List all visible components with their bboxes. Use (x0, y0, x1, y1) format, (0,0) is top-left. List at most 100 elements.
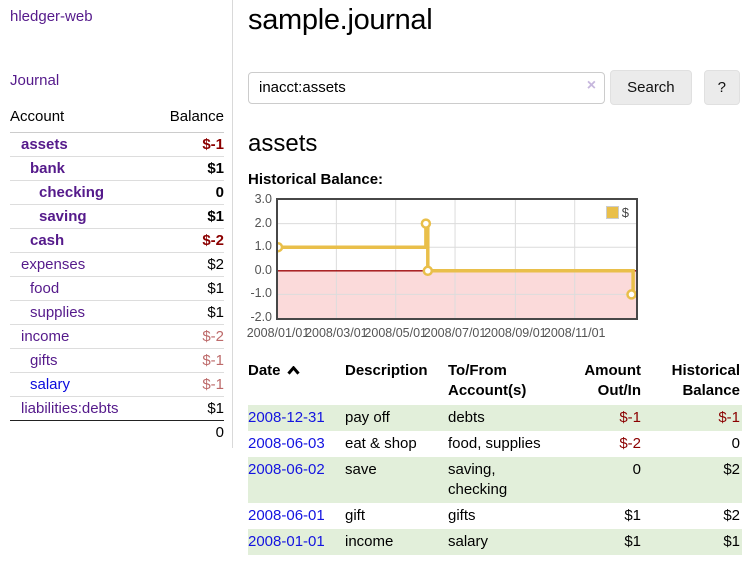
chart-plot-area: $ (276, 198, 638, 320)
transaction-amount: $-1 (619, 409, 641, 426)
transaction-balance: $1 (723, 533, 740, 550)
transaction-amount: 0 (632, 461, 641, 478)
transaction-amount: $-2 (619, 435, 641, 452)
account-balance: $1 (152, 156, 224, 181)
app-title-link[interactable]: hledger-web (10, 8, 93, 25)
transaction-description: eat & shop (345, 435, 417, 452)
transaction-balance: $2 (723, 507, 740, 524)
account-row: saving $1 (10, 204, 224, 229)
account-balance: 0 (152, 180, 224, 205)
help-button[interactable]: ? (703, 70, 740, 105)
clear-search-icon[interactable]: × (586, 76, 597, 94)
register-column-date: Date (248, 361, 345, 405)
transaction-amount: $1 (624, 533, 641, 550)
account-balance: $-1 (152, 372, 224, 397)
account-row: checking 0 (10, 180, 224, 205)
transaction-accounts: saving, checking (448, 461, 508, 498)
accounts-total-row: 0 (10, 420, 224, 444)
x-axis-tick-label: 2008/07/01 (423, 326, 487, 340)
sidebar-account-link-food[interactable]: food (30, 280, 60, 297)
sidebar: hledger-web Journal Account Balance asse… (0, 0, 233, 448)
transaction-balance: 0 (731, 435, 740, 452)
account-balance: $2 (152, 252, 224, 277)
account-row: bank $1 (10, 156, 224, 181)
y-axis-tick-label: 0.0 (254, 262, 272, 277)
account-row: supplies $1 (10, 300, 224, 325)
transaction-date-link[interactable]: 2008-06-01 (248, 507, 325, 524)
x-axis-tick-label: 2008/01/01 (246, 326, 310, 340)
data-point-marker (420, 218, 432, 229)
transaction-row: 2008-01-01 income salary $1 $1 (248, 529, 742, 555)
chart-legend: $ (603, 204, 631, 221)
legend-swatch-icon (605, 206, 619, 219)
register-column-amount: Amount Out/In (584, 362, 641, 399)
sidebar-item-journal[interactable]: Journal (10, 72, 60, 89)
account-balance: $-1 (152, 132, 224, 157)
account-row: expenses $2 (10, 252, 224, 277)
register-table: Date Description To/From Account(s) Amount Ou… (248, 361, 742, 555)
transaction-date-link[interactable]: 2008-12-31 (248, 409, 325, 426)
transaction-description: save (345, 461, 377, 478)
accounts-table: Account Balance assets $-1 bank $1 checking 0… (10, 106, 224, 444)
sidebar-account-link-gifts[interactable]: gifts (30, 352, 58, 369)
account-row: salary $-1 (10, 372, 224, 397)
transaction-balance: $-1 (718, 409, 740, 426)
accounts-header-balance: Balance (152, 106, 224, 133)
sidebar-account-link-assets[interactable]: assets (21, 136, 68, 153)
x-axis-tick-label: 2008/09/01 (484, 326, 547, 340)
transaction-date-link[interactable]: 2008-06-03 (248, 435, 325, 452)
account-row: food $1 (10, 276, 224, 301)
transaction-row: 2008-12-31 pay off debts $-1 $-1 (248, 405, 742, 431)
account-balance: $-2 (152, 228, 224, 253)
transaction-date-link[interactable]: 2008-06-02 (248, 461, 325, 478)
search-button[interactable]: Search (610, 70, 692, 105)
search-input[interactable] (248, 71, 606, 104)
register-column-to-from: To/From Account(s) (448, 362, 527, 399)
transaction-row: 2008-06-02 save saving, checking 0 $2 (248, 457, 742, 503)
account-row: liabilities:debts $1 (10, 396, 224, 421)
legend-label: $ (621, 205, 629, 220)
sidebar-account-link-checking[interactable]: checking (39, 184, 105, 201)
accounts-header-account: Account (10, 106, 153, 133)
transaction-accounts: food, supplies (448, 435, 541, 452)
transaction-description: pay off (345, 409, 390, 426)
sidebar-account-link-income[interactable]: income (21, 328, 70, 345)
sort-ascending-icon (286, 366, 300, 375)
account-balance: $1 (152, 396, 224, 421)
sidebar-account-link-cash[interactable]: cash (30, 232, 65, 249)
transaction-description: income (345, 533, 394, 550)
sidebar-account-link-liabilities-debts[interactable]: liabilities:debts (21, 400, 119, 417)
historical-balance-chart: $ 3.0 2.0 1.0 0.0 -1.0 -2.0 2008/01/01 2008/03/… (247, 192, 740, 344)
transaction-row: 2008-06-01 gift gifts $1 $2 (248, 503, 742, 529)
account-balance: $1 (152, 276, 224, 301)
y-axis-tick-label: -2.0 (250, 310, 272, 324)
transaction-accounts: debts (448, 409, 485, 426)
account-row: income $-2 (10, 324, 224, 349)
transaction-amount: $1 (624, 507, 641, 524)
account-balance: $1 (152, 204, 224, 229)
account-row: cash $-2 (10, 228, 224, 253)
search-bar: × Search ? (248, 70, 740, 105)
sidebar-account-link-expenses[interactable]: expenses (21, 256, 86, 273)
y-axis-tick-label: -1.0 (250, 286, 272, 301)
data-point-marker (626, 289, 636, 300)
sidebar-account-link-saving[interactable]: saving (39, 208, 87, 225)
account-row: assets $-1 (10, 132, 224, 157)
data-point-marker (278, 241, 284, 253)
transaction-accounts: salary (448, 533, 489, 550)
y-axis-tick-label: 2.0 (254, 215, 272, 230)
accounts-total-value: 0 (152, 420, 224, 444)
data-point-marker (422, 265, 434, 277)
transaction-balance: $2 (723, 461, 740, 478)
account-balance: $-2 (152, 324, 224, 349)
transaction-date-link[interactable]: 2008-01-01 (248, 533, 325, 550)
transaction-accounts: gifts (448, 507, 476, 524)
transaction-row: 2008-06-03 eat & shop food, supplies $-2 0 (248, 431, 742, 457)
sidebar-account-link-supplies[interactable]: supplies (30, 304, 86, 321)
sidebar-account-link-bank[interactable]: bank (30, 160, 66, 177)
x-axis-tick-label: 2008/11/01 (543, 326, 606, 340)
account-balance: $1 (152, 300, 224, 325)
x-axis-tick-label: 2008/03/01 (305, 326, 368, 340)
sidebar-account-link-salary[interactable]: salary (30, 376, 71, 393)
account-heading: assets (248, 130, 318, 157)
